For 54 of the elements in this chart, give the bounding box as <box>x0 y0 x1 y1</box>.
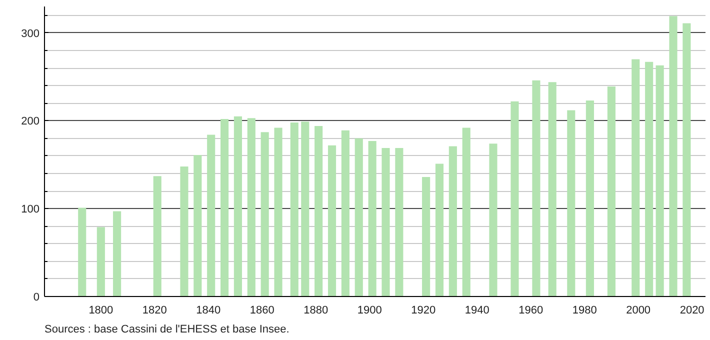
bar <box>489 144 498 296</box>
bar <box>194 155 202 296</box>
x-tick-label: 1840 <box>196 304 221 316</box>
bar <box>645 62 654 296</box>
x-tick-label: 2000 <box>626 304 651 316</box>
x-tick-label: 1880 <box>304 304 328 316</box>
bar <box>669 16 678 296</box>
x-tick-label: 1800 <box>88 304 114 316</box>
bar <box>586 100 594 296</box>
bar <box>301 122 310 296</box>
bar <box>510 101 519 296</box>
bar <box>382 148 390 296</box>
y-tick-label: 100 <box>21 204 40 216</box>
bar <box>153 176 162 296</box>
source-note: Sources : base Cassini de l'EHESS et base Insee. <box>44 324 290 336</box>
x-tick-label: 1940 <box>464 304 490 316</box>
bar <box>435 164 444 296</box>
bar <box>656 65 664 296</box>
x-tick-label: 1960 <box>518 304 544 316</box>
x-tick-label: 1820 <box>142 304 167 316</box>
y-tick-label: 200 <box>21 116 40 128</box>
bar <box>532 80 540 296</box>
bar <box>341 130 350 296</box>
bar <box>567 110 576 296</box>
bar <box>462 128 470 296</box>
bar <box>395 148 404 296</box>
x-tick-label: 1860 <box>250 304 274 316</box>
bar <box>607 86 616 296</box>
bar <box>354 138 363 296</box>
bar <box>78 208 86 296</box>
bar <box>422 176 430 296</box>
x-tick-label: 1900 <box>357 304 382 316</box>
bar <box>290 122 298 296</box>
bar <box>328 145 336 296</box>
bar <box>682 23 691 296</box>
y-tick-label: 300 <box>21 28 40 40</box>
bar <box>632 59 640 296</box>
bar <box>247 118 256 296</box>
bar <box>207 134 216 296</box>
bar <box>96 227 105 296</box>
bar <box>274 128 282 296</box>
y-tick-label: 0 <box>33 292 40 304</box>
bar <box>180 166 188 296</box>
bar <box>548 82 556 296</box>
bar <box>448 146 457 296</box>
x-tick-label: 1980 <box>572 304 597 316</box>
x-tick-label: 1920 <box>411 304 436 316</box>
bar <box>260 132 269 296</box>
bar <box>314 126 323 296</box>
bar <box>220 118 229 296</box>
bar <box>113 211 122 296</box>
x-tick-label: 2020 <box>680 304 704 316</box>
bar <box>234 116 242 296</box>
bar <box>368 140 376 296</box>
